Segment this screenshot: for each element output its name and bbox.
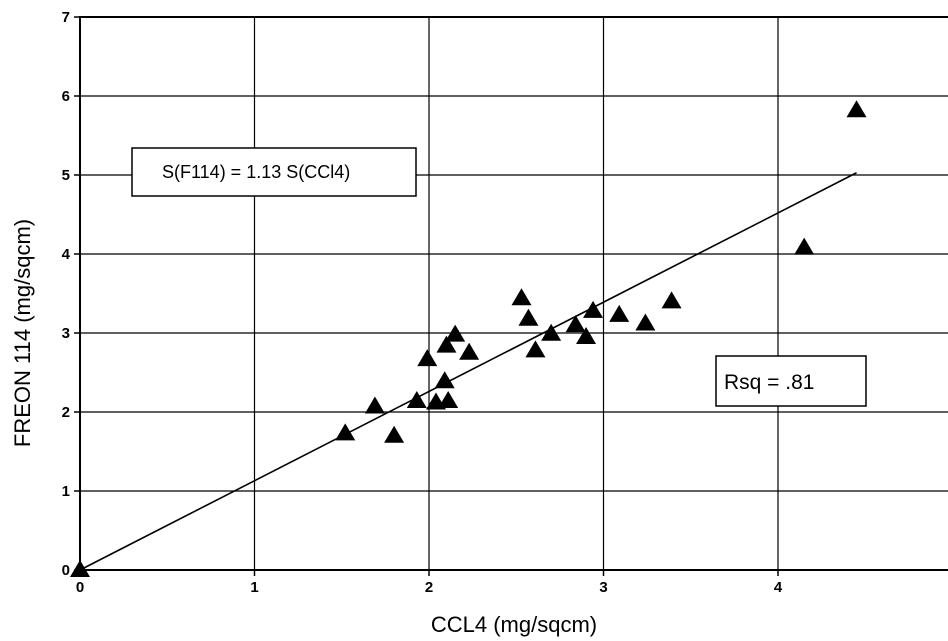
data-point-triangle xyxy=(438,390,459,408)
data-point-triangle xyxy=(525,340,546,358)
rsq-text: Rsq = .81 xyxy=(724,371,814,394)
data-point-triangle xyxy=(609,304,630,322)
data-point-triangle xyxy=(335,423,356,441)
data-point-triangle xyxy=(846,100,867,118)
y-tick-label: 1 xyxy=(62,483,70,500)
x-tick-label: 4 xyxy=(774,579,783,596)
y-tick-label: 5 xyxy=(62,167,70,184)
data-point-triangle xyxy=(518,308,539,326)
equation-box xyxy=(131,147,417,197)
x-axis-title: CCL4 (mg/sqcm) xyxy=(431,612,597,637)
plot-frame xyxy=(79,16,948,571)
data-point-triangle xyxy=(583,300,604,318)
data-point-triangle xyxy=(511,288,532,306)
data-point-triangle xyxy=(436,335,457,353)
rsq-box xyxy=(715,355,867,407)
x-tick-label: 1 xyxy=(250,579,258,596)
data-point-triangle xyxy=(434,371,455,389)
x-tick-label: 0 xyxy=(76,579,84,596)
data-points xyxy=(70,100,867,577)
data-point-triangle xyxy=(445,324,466,342)
tick-labels: 01234501234567 xyxy=(62,9,783,596)
y-tick-label: 0 xyxy=(62,562,70,579)
y-tick-label: 7 xyxy=(62,9,70,26)
regression-line xyxy=(79,172,857,571)
data-point-triangle xyxy=(565,315,586,333)
grid-lines xyxy=(80,17,948,570)
rsq-annotation: Rsq = .81 xyxy=(715,355,867,407)
data-point-triangle xyxy=(794,237,815,255)
equation-annotation: S(F114) = 1.13 S(CCl4) xyxy=(131,147,417,197)
data-point-triangle xyxy=(384,425,405,443)
data-point-triangle xyxy=(635,313,656,331)
data-point-triangle xyxy=(417,349,438,367)
data-point-triangle xyxy=(406,390,427,408)
data-point-triangle xyxy=(459,342,480,360)
data-point-triangle xyxy=(541,323,562,341)
axis-ticks xyxy=(74,16,779,576)
y-tick-label: 2 xyxy=(62,404,70,421)
data-point-triangle xyxy=(661,291,682,309)
data-point-triangle xyxy=(70,560,90,577)
x-tick-label: 3 xyxy=(599,579,607,596)
y-tick-label: 6 xyxy=(62,88,70,105)
y-tick-label: 3 xyxy=(62,325,70,342)
y-axis-title: FREON 114 (mg/sqcm) xyxy=(10,219,35,447)
y-tick-label: 4 xyxy=(62,246,71,263)
data-point-triangle xyxy=(364,396,385,414)
equation-text: S(F114) = 1.13 S(CCl4) xyxy=(162,162,350,182)
data-point-triangle xyxy=(576,326,597,344)
x-tick-label: 2 xyxy=(425,579,433,596)
